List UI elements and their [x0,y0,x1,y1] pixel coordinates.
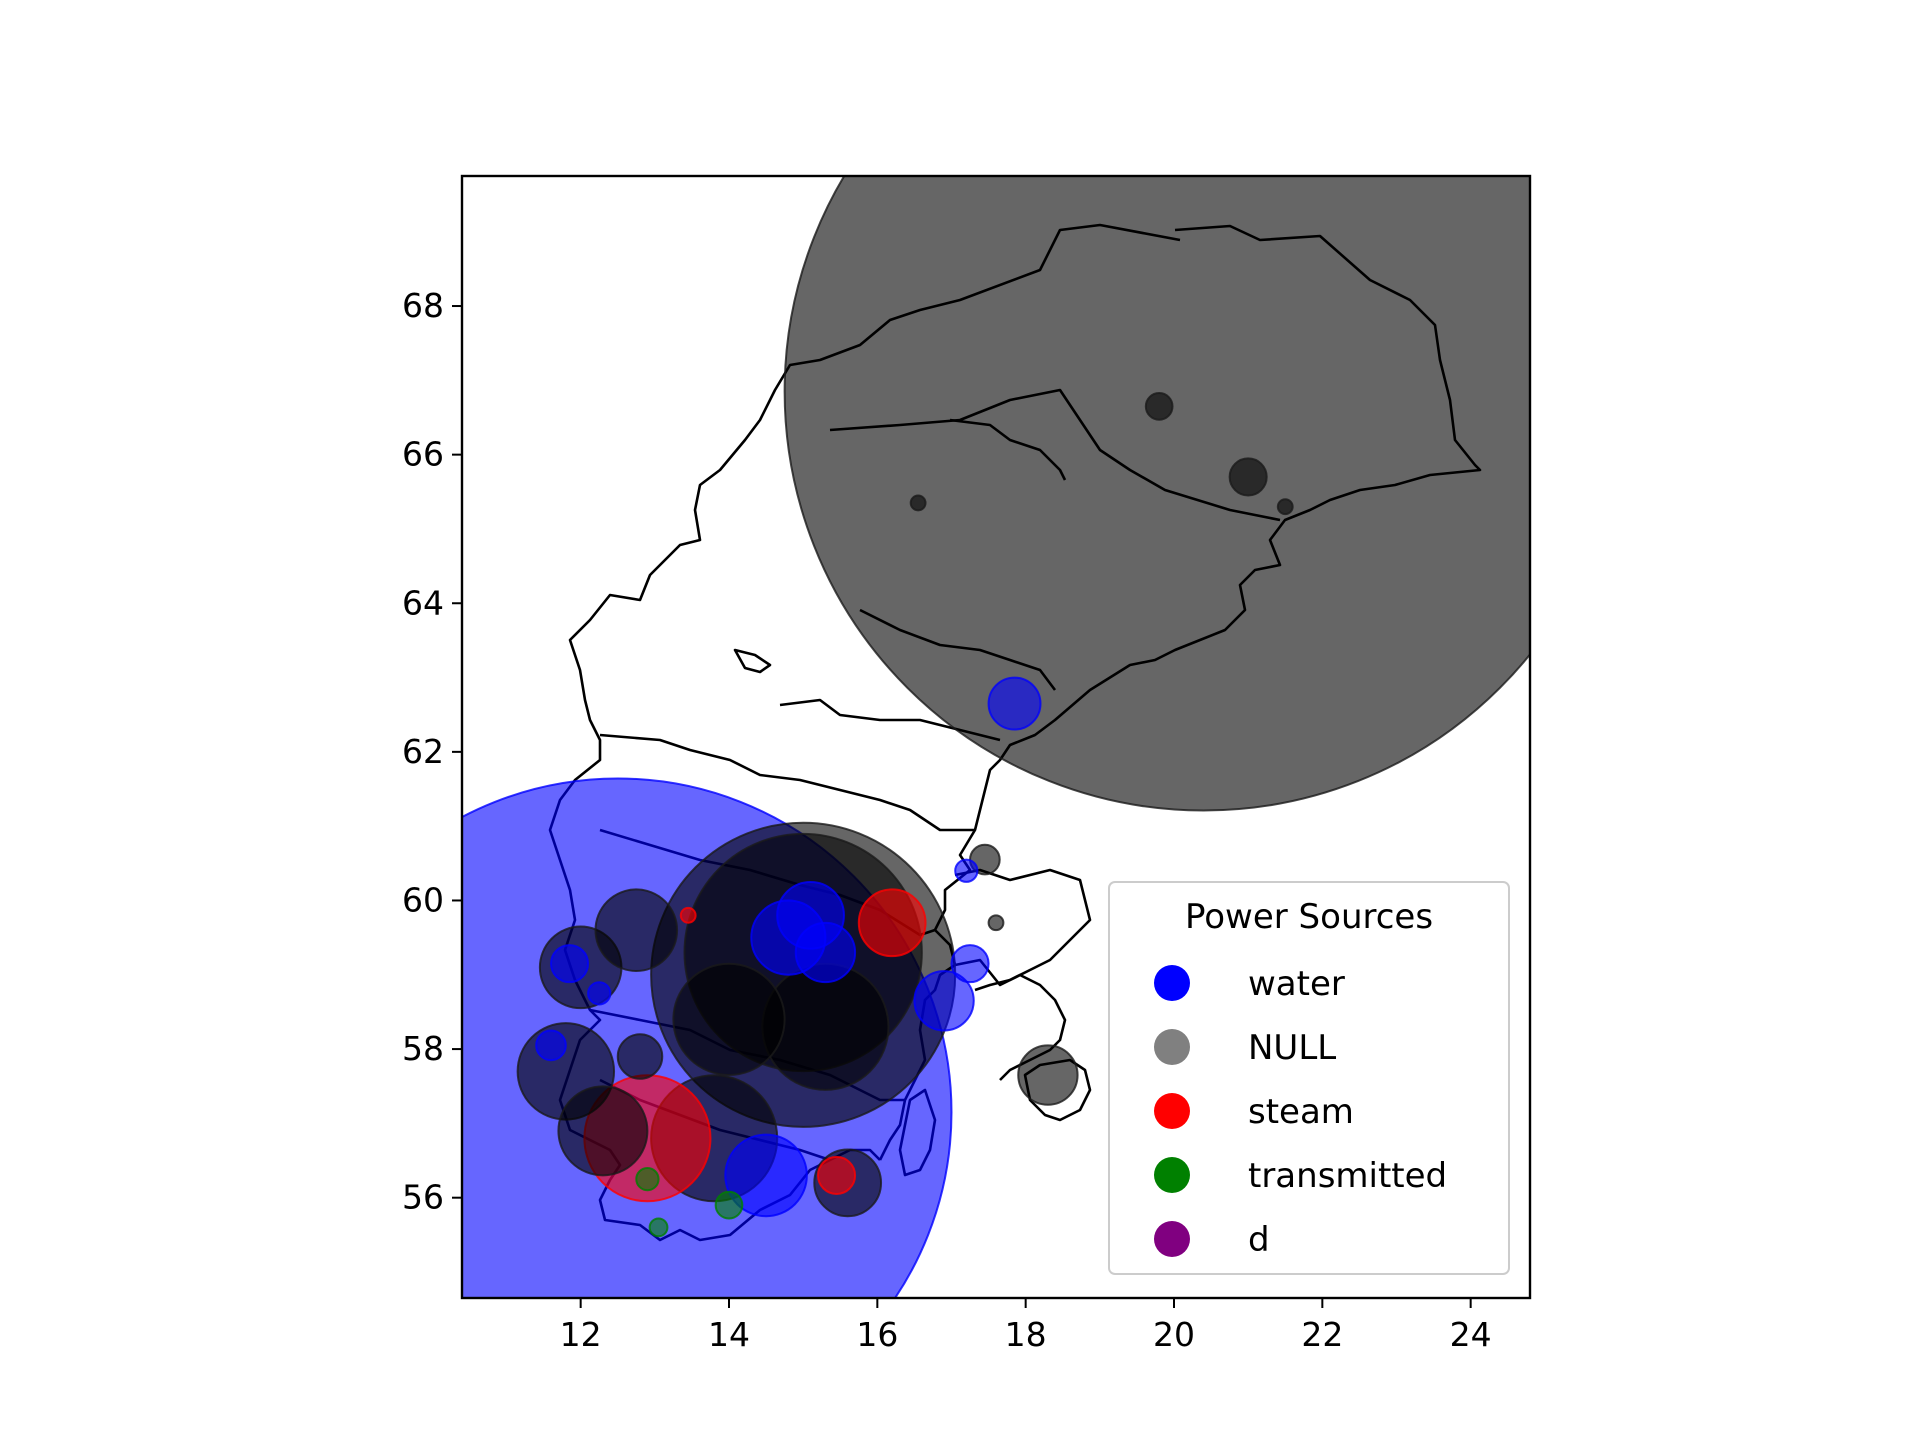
legend-entries: water NULL steam transmitted d [1154,964,1447,1260]
border-lake [733,648,772,674]
point-transmitted-28 [714,1190,744,1220]
legend-marker-d [1154,1221,1190,1257]
point-null-4 [672,962,786,1076]
legend-box [1108,881,1510,1275]
point-null-35 [909,494,927,512]
legend-title: Power Sources [1185,897,1433,937]
x-axis: 12 14 16 18 20 22 24 [560,1298,1492,1354]
border-inner-1 [599,733,975,832]
point-transmitted-30 [648,1217,669,1238]
plot-frame [460,174,1532,1300]
point-null-0 [783,176,1530,812]
x-tick-label-4: 20 [1153,1315,1195,1354]
x-tick-label-3: 18 [1005,1315,1047,1354]
plot-area [462,176,1530,1298]
point-water-19 [550,944,590,984]
y-tick-label-2: 60 [402,880,444,919]
point-null-9 [557,1085,649,1177]
legend-marker-transmitted [1154,1157,1190,1193]
point-null-26 [1144,391,1174,421]
legend-label-water: water [1248,964,1345,1004]
point-null-36 [1276,498,1294,516]
point-null-7 [594,888,679,972]
point-water-17 [987,676,1042,731]
x-tick-label-0: 12 [560,1315,602,1354]
legend-marker-water [1154,965,1190,1001]
y-tick-label-4: 64 [402,583,444,622]
point-null-25 [1228,457,1268,497]
legend-label-steam: steam [1248,1092,1354,1132]
point-steam-34 [679,906,697,924]
point-water-16 [913,970,975,1032]
point-null-24 [1017,1044,1079,1106]
point-steam-21 [857,888,927,958]
legend-marker-steam [1154,1093,1190,1129]
y-tick-label-6: 68 [402,286,444,325]
x-tick-label-1: 14 [708,1315,750,1354]
point-null-11 [616,1033,664,1080]
x-tick-label-2: 16 [856,1315,898,1354]
point-water-14 [794,921,857,984]
y-tick-label-5: 66 [402,435,444,474]
point-null-37 [987,914,1005,932]
legend-label-null: NULL [1248,1028,1336,1068]
y-tick-label-3: 62 [402,732,444,771]
x-tick-label-5: 22 [1301,1315,1343,1354]
legend-label-d: d [1248,1220,1270,1260]
legend: Power Sources water NULL steam transmitted d [1108,881,1510,1275]
point-water-31 [587,981,612,1006]
point-steam-22 [817,1155,857,1195]
point-transmitted-29 [635,1166,660,1192]
point-water-18 [950,944,990,984]
y-tick-label-0: 56 [402,1178,444,1217]
x-tick-label-6: 24 [1450,1315,1492,1354]
point-water-32 [535,1029,567,1062]
points-layer [462,176,1530,1298]
y-axis: 56 58 60 62 64 66 68 [402,286,462,1217]
legend-label-transmitted: transmitted [1248,1156,1447,1196]
legend-marker-null [1154,1029,1190,1065]
point-water-15 [724,1133,808,1218]
point-water-33 [954,858,979,883]
y-tick-label-1: 58 [402,1029,444,1068]
